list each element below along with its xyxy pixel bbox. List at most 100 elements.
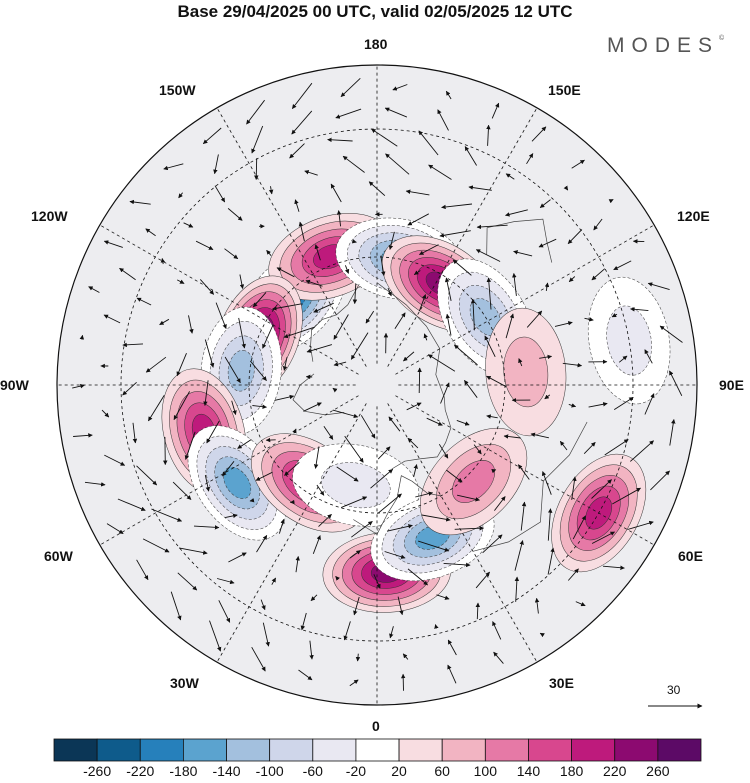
wind-vector xyxy=(256,535,268,553)
wind-vector xyxy=(178,547,208,555)
colorbar-swatch xyxy=(355,738,400,762)
wind-vector xyxy=(493,651,504,664)
wind-vector xyxy=(514,540,524,571)
wind-vector xyxy=(173,391,190,420)
colorbar-tick-label: -180 xyxy=(169,763,198,779)
wind-vector xyxy=(291,82,313,109)
wind-vector xyxy=(613,397,634,410)
wind-vector xyxy=(644,349,653,364)
wind-vector xyxy=(531,126,547,142)
wind-vector xyxy=(514,576,520,602)
wind-vector xyxy=(225,513,238,519)
wind-vector xyxy=(177,572,198,591)
anomaly-center xyxy=(485,307,567,437)
wind-vector xyxy=(392,84,408,91)
wind-vector xyxy=(538,238,557,248)
wind-vector xyxy=(384,107,408,118)
wind-vector xyxy=(323,426,334,440)
wind-vector xyxy=(260,599,266,611)
wind-vector xyxy=(602,565,625,570)
wind-vector xyxy=(371,128,398,147)
wind-vector xyxy=(572,515,586,540)
modes-logo: MODES© xyxy=(607,34,724,58)
wind-vector xyxy=(644,393,655,415)
wind-vector xyxy=(373,574,381,589)
anomaly-center xyxy=(587,276,671,405)
wind-vector xyxy=(340,77,361,98)
wind-vector xyxy=(618,355,628,363)
colorbar-swatch xyxy=(53,738,98,762)
wind-vector xyxy=(475,249,501,262)
wind-vector xyxy=(183,222,194,228)
wind-vector xyxy=(215,302,227,330)
wind-vector xyxy=(563,185,569,191)
wind-vector xyxy=(335,575,340,581)
wind-vector xyxy=(106,523,124,534)
wind-vector xyxy=(447,639,457,656)
latitude-circle xyxy=(248,256,506,514)
wind-vector xyxy=(145,356,167,373)
wind-vector xyxy=(84,481,106,487)
wind-vector xyxy=(407,437,419,449)
wind-vector xyxy=(342,155,365,173)
wind-vector xyxy=(314,244,321,261)
wind-vector xyxy=(73,433,93,438)
wind-vector xyxy=(407,568,428,586)
wind-vector xyxy=(568,276,576,283)
wind-vector xyxy=(103,240,123,248)
meridian-line xyxy=(387,107,538,367)
wind-vector xyxy=(283,326,315,339)
wind-vector xyxy=(336,466,359,482)
colorbar-tick-label: -20 xyxy=(345,763,367,779)
wind-vector xyxy=(443,562,471,568)
wind-vector xyxy=(445,313,452,336)
wind-vector xyxy=(539,199,551,208)
wind-vector xyxy=(335,108,362,119)
wind-vector xyxy=(444,277,452,301)
meridian-line xyxy=(216,107,367,367)
wind-vector xyxy=(72,383,85,389)
wind-vector xyxy=(406,402,422,411)
map-title: Base 29/04/2025 00 UTC, valid 02/05/2025… xyxy=(177,2,573,21)
wind-vector xyxy=(292,428,297,434)
logo-text: MODES xyxy=(607,34,720,57)
colorbar-tick-label: -260 xyxy=(83,763,112,779)
colorbar-tick-label: 60 xyxy=(434,763,450,779)
wind-vector xyxy=(298,221,305,242)
wind-vector xyxy=(407,213,430,226)
colorbar-tick-label: 20 xyxy=(391,763,407,779)
wind-vector xyxy=(349,550,361,559)
wind-vector xyxy=(333,314,349,340)
wind-vector xyxy=(231,400,237,416)
wind-vector xyxy=(309,640,314,660)
wind-vector xyxy=(547,547,555,575)
wind-vector xyxy=(251,646,266,672)
wind-vector xyxy=(505,313,515,339)
wind-vector xyxy=(368,181,386,197)
wind-vector xyxy=(222,461,235,477)
wind-vector xyxy=(176,353,187,377)
wind-vector xyxy=(447,664,457,684)
wind-vector xyxy=(188,315,194,334)
wind-vector xyxy=(252,292,267,308)
coastline-segment xyxy=(486,218,553,263)
wind-vector xyxy=(272,303,302,311)
wind-vector xyxy=(571,476,577,500)
colorbar-tick-label: 260 xyxy=(646,763,670,779)
wind-vector xyxy=(475,571,490,589)
colorbar-tick-label: 100 xyxy=(473,763,498,779)
wind-vector xyxy=(415,491,434,498)
wind-vector xyxy=(142,538,170,553)
lon-label-60w: 60W xyxy=(44,548,73,564)
wind-vector xyxy=(426,417,443,426)
wind-vector xyxy=(313,302,334,313)
wind-vector xyxy=(403,351,415,362)
wind-vector xyxy=(350,332,369,360)
lon-label-180: 180 xyxy=(364,36,388,52)
wind-vector xyxy=(304,170,318,176)
wind-vector xyxy=(402,653,409,660)
wind-vector xyxy=(332,409,359,419)
wind-vector xyxy=(591,268,606,281)
wind-vector xyxy=(434,624,439,629)
lon-label-120e: 120E xyxy=(677,208,710,224)
